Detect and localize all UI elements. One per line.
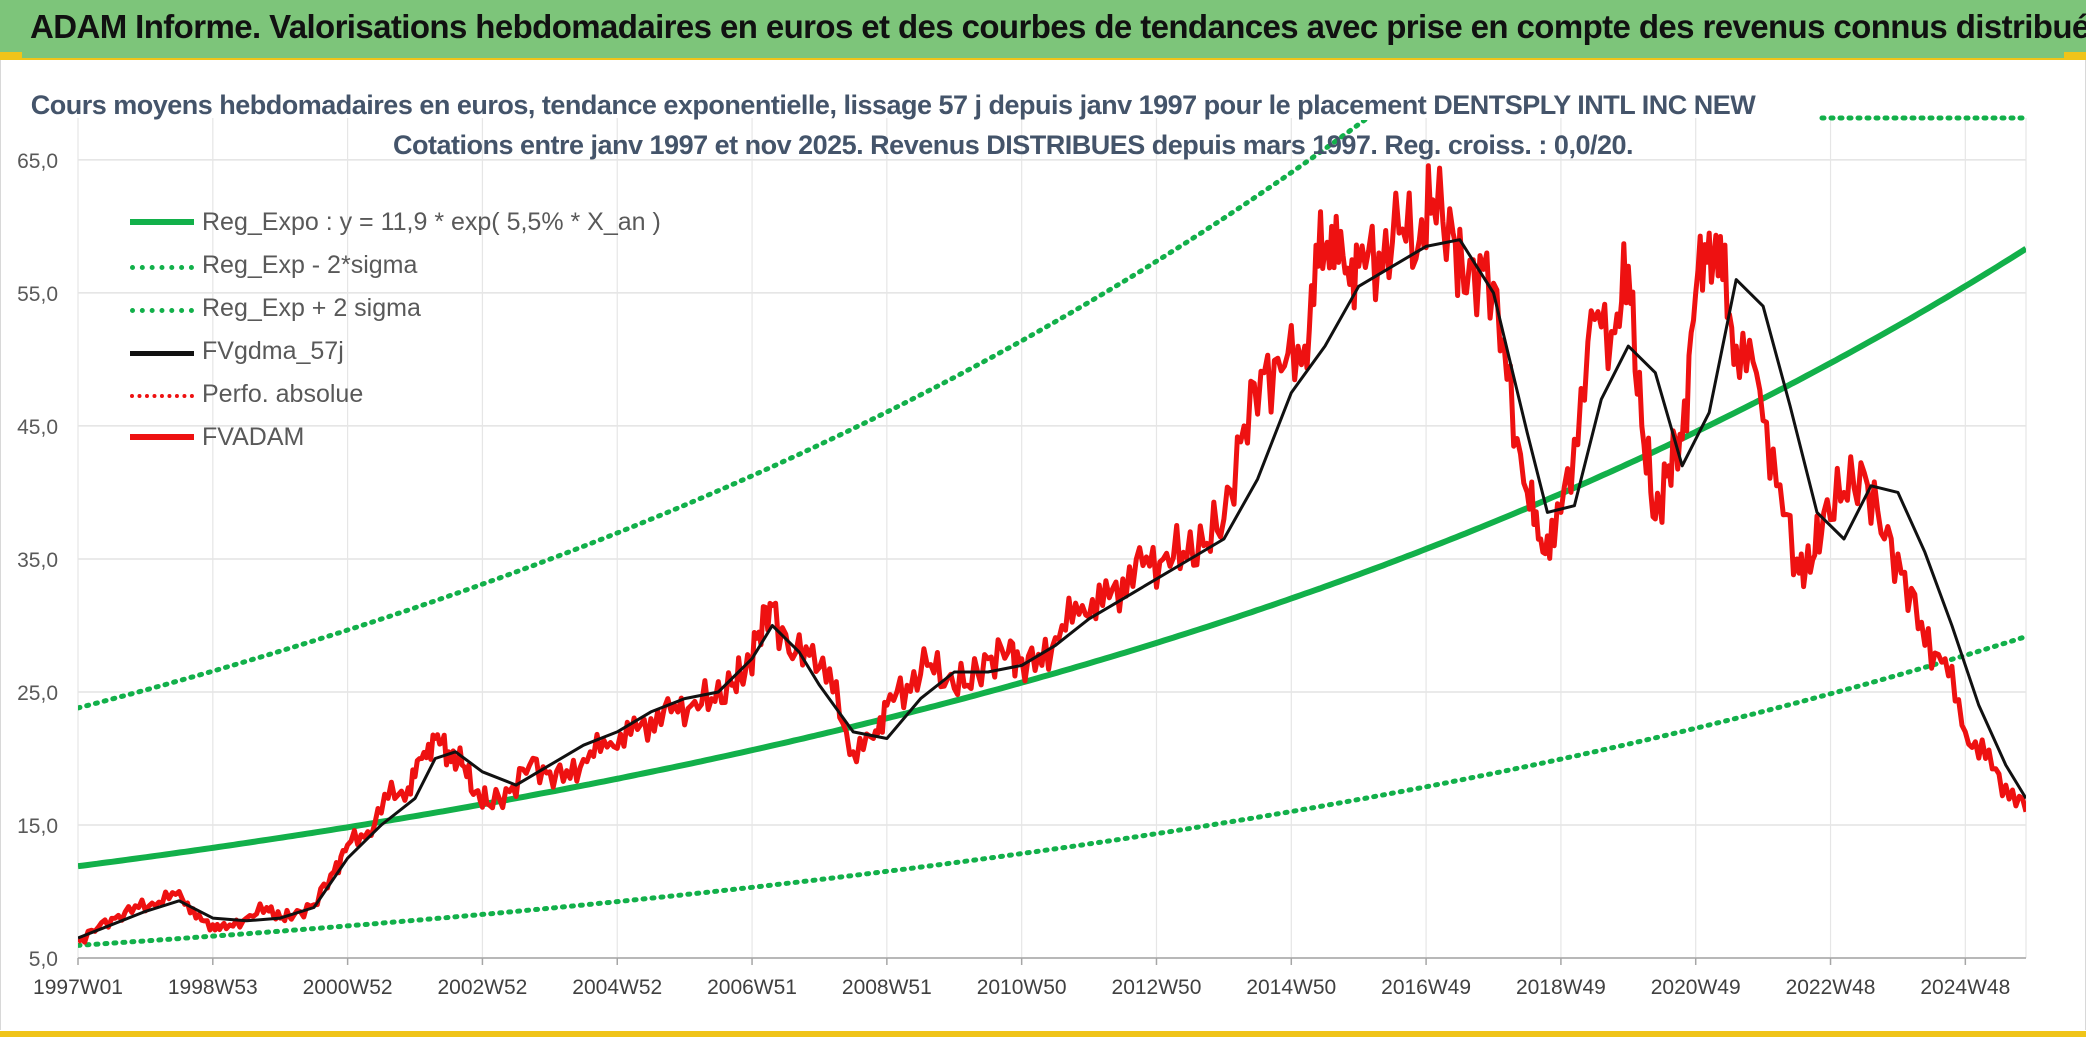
x-tick-label: 2022W48 <box>1786 976 1876 999</box>
x-tick-label: 2000W52 <box>303 976 393 999</box>
y-tick-label: 15,0 <box>17 815 58 838</box>
x-tick-label: 2012W50 <box>1112 976 1202 999</box>
legend-swatch <box>130 394 194 398</box>
report-header: ADAM Informe. Valorisations hebdomadaire… <box>0 0 2086 60</box>
series-fvadam <box>78 163 2026 945</box>
legend-swatch <box>130 219 194 225</box>
y-tick-label: 35,0 <box>17 549 58 572</box>
x-tick-label: 2020W49 <box>1651 976 1741 999</box>
series-fvgdma-57j <box>78 238 2026 940</box>
y-tick-label: 5,0 <box>29 948 58 971</box>
chart-title-line2: Cotations entre janv 1997 et nov 2025. R… <box>392 130 1634 160</box>
header-accent-left <box>0 52 22 60</box>
header-accent-right <box>2064 52 2086 60</box>
y-tick-label: 65,0 <box>17 150 58 173</box>
legend-label: Reg_Exp - 2*sigma <box>202 251 418 279</box>
chart-title-line1: Cours moyens hebdomadaires en euros, ten… <box>30 90 1756 120</box>
legend-swatch <box>130 265 194 270</box>
legend-swatch <box>130 308 194 313</box>
legend-label: Reg_Expo : y = 11,9 * exp( 5,5% * X_an ) <box>202 208 661 236</box>
y-tick-label: 25,0 <box>17 682 58 705</box>
x-tick-label: 2016W49 <box>1381 976 1471 999</box>
series-reg-exp-minus-2sigma <box>78 634 2026 948</box>
chart-series <box>78 115 2027 948</box>
legend-label: FVgdma_57j <box>202 337 344 365</box>
x-tick-label: 2010W50 <box>977 976 1067 999</box>
legend-label: FVADAM <box>202 423 305 451</box>
legend-swatch <box>130 351 194 356</box>
x-tick-label: 2002W52 <box>437 976 527 999</box>
x-tick-label: 2018W49 <box>1516 976 1606 999</box>
legend-label: Perfo. absolue <box>202 380 364 408</box>
y-tick-label: 45,0 <box>17 416 58 439</box>
x-tick-label: 1997W01 <box>33 976 123 999</box>
x-tick-label: 2014W50 <box>1246 976 1336 999</box>
x-tick-label: 1998W53 <box>168 976 258 999</box>
chart-axis-labels: 5,0 15,0 25,0 35,0 45,0 55,0 65,0 1997W01 1998W5… <box>17 150 2010 999</box>
legend-swatch <box>130 434 194 440</box>
y-tick-label: 55,0 <box>17 283 58 306</box>
x-tick-label: 2008W51 <box>842 976 932 999</box>
x-tick-label: 2006W51 <box>707 976 797 999</box>
bottom-accent-bar <box>0 1031 2086 1037</box>
x-tick-label: 2024W48 <box>1920 976 2010 999</box>
report-title: ADAM Informe. Valorisations hebdomadaire… <box>30 8 2086 45</box>
legend-label: Reg_Exp + 2 sigma <box>202 294 421 322</box>
x-tick-label: 2004W52 <box>572 976 662 999</box>
